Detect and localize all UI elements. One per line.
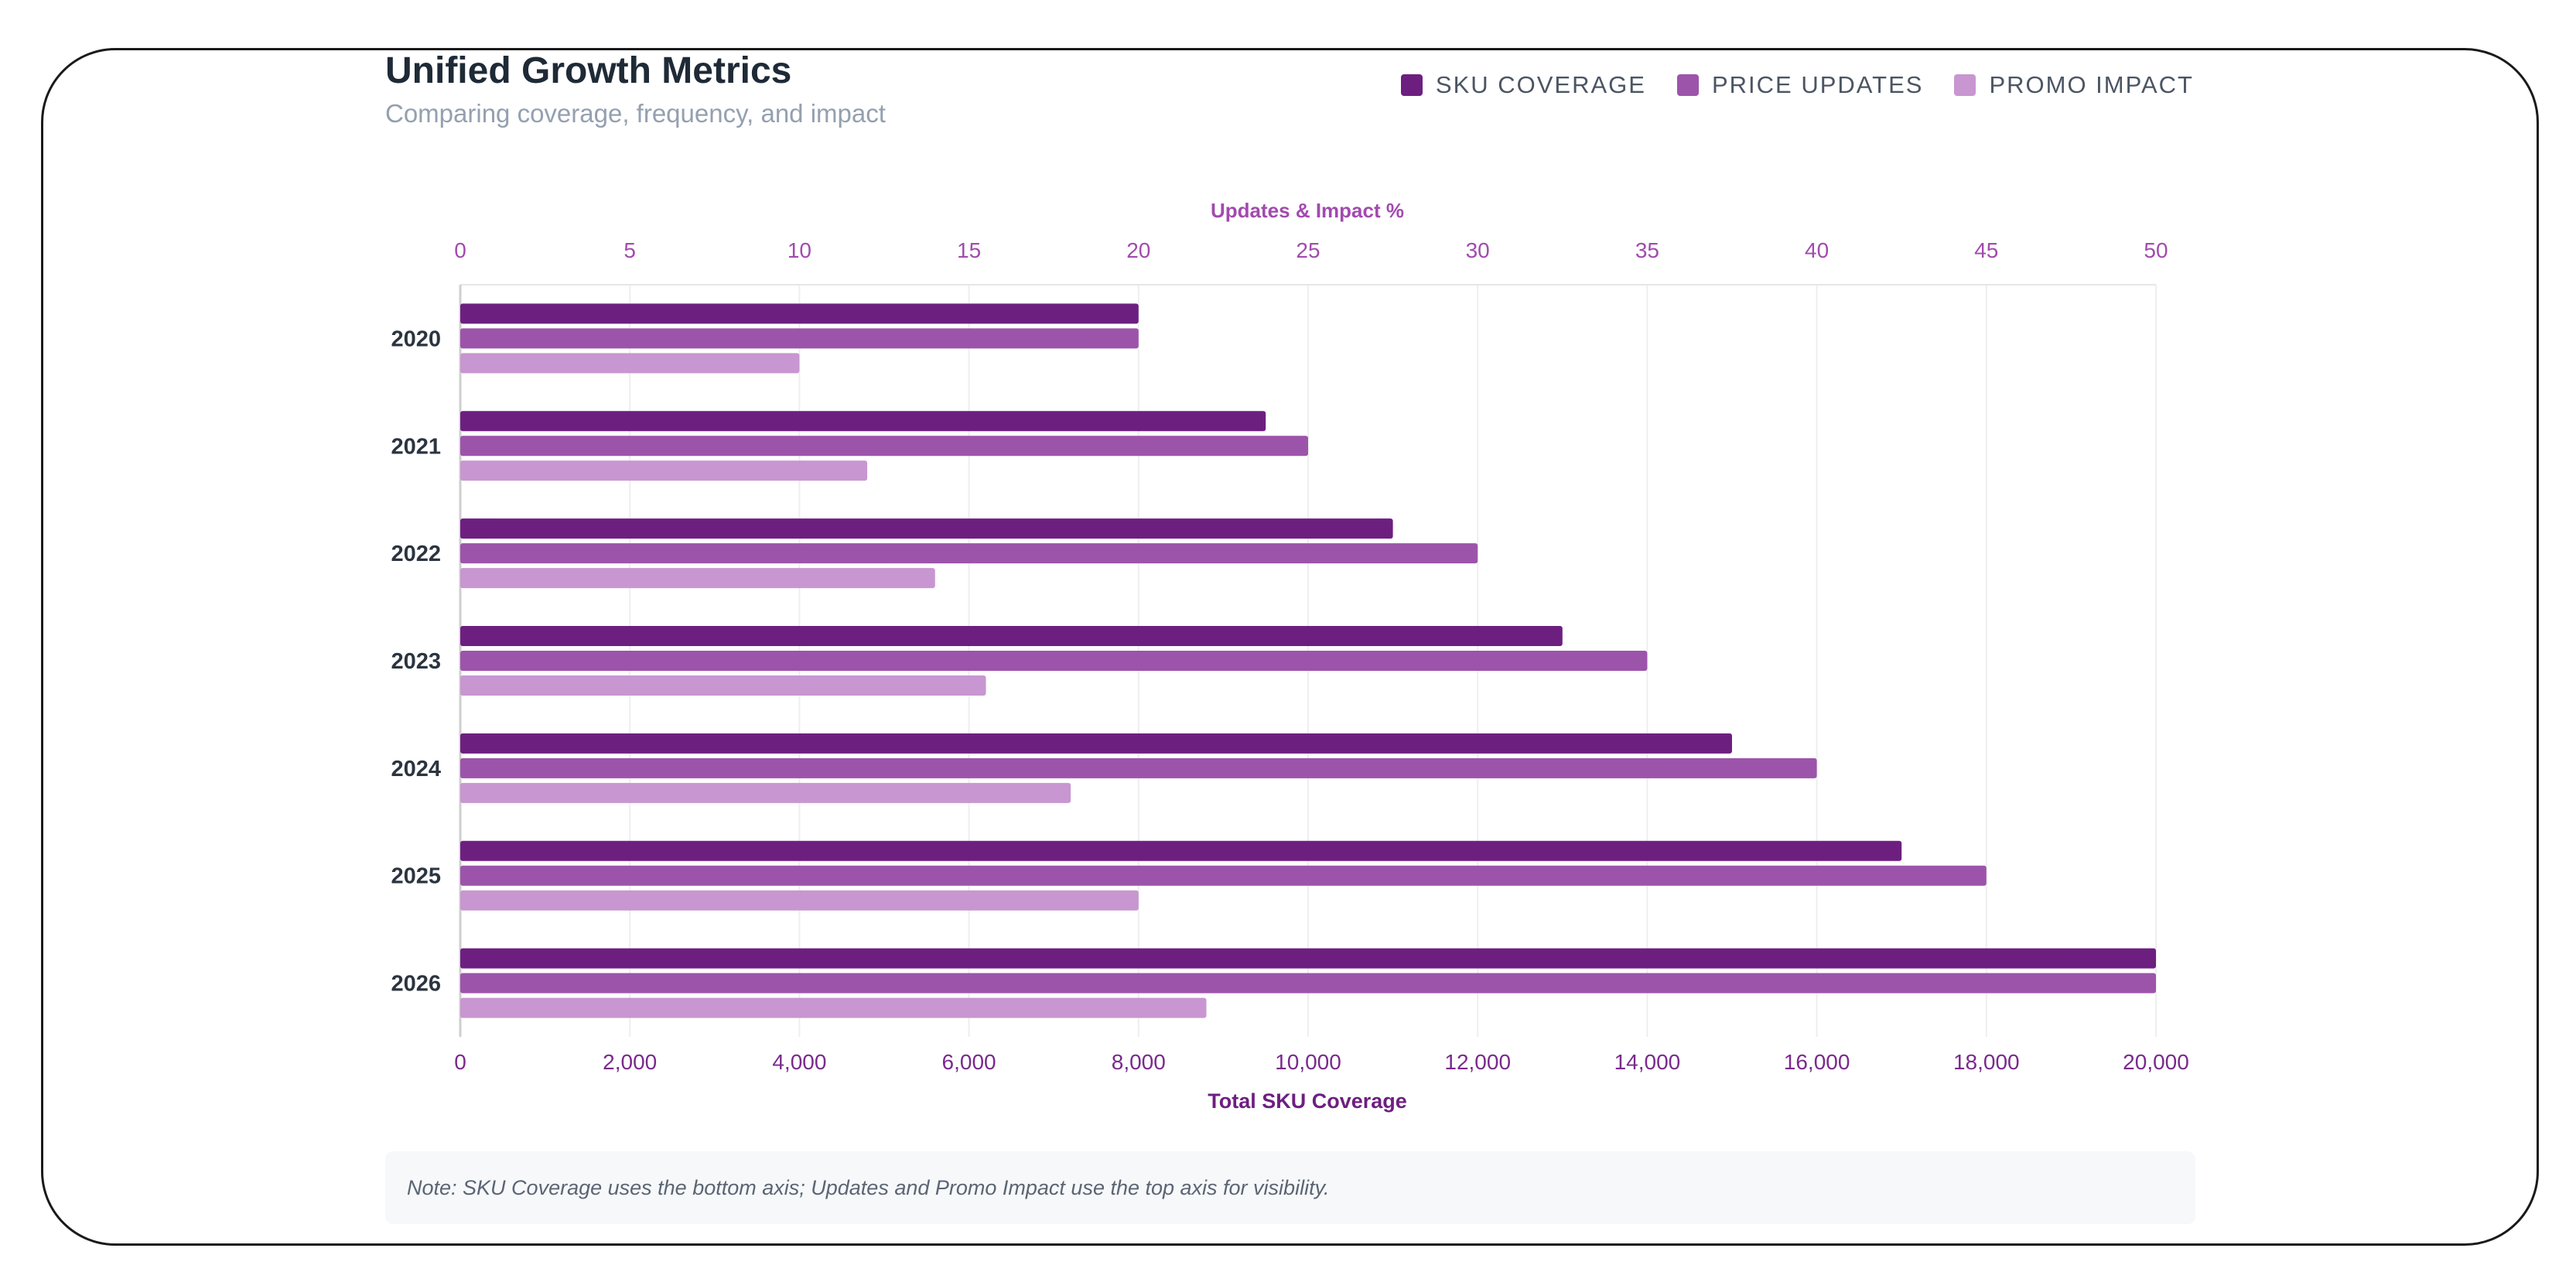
bars — [460, 303, 2156, 1018]
bar-price-updates-2021[interactable] — [460, 436, 1308, 457]
legend-swatch-price-updates — [1676, 74, 1699, 96]
category-label: 2020 — [391, 327, 441, 351]
legend-label-price-updates: PRICE UPDATES — [1711, 71, 1924, 98]
top-axis: Updates & Impact % 0 5 10 15 20 25 30 35 40 45 50 — [454, 199, 2168, 262]
top-axis-tick-label: 20 — [1126, 238, 1150, 262]
note-box: Note: SKU Coverage uses the bottom axis;… — [385, 1151, 2195, 1224]
bottom-axis-tick-label: 2,000 — [603, 1050, 657, 1074]
chart-title: Unified Growth Metrics — [385, 50, 792, 91]
bar-promo-impact-2022[interactable] — [460, 568, 935, 589]
chart-card-frame — [41, 48, 2539, 1246]
category-labels: 2020 2021 2022 2023 2024 2025 2026 — [391, 327, 441, 996]
bottom-axis-tick-label: 0 — [454, 1050, 466, 1074]
top-axis-tick-label: 5 — [624, 238, 636, 262]
top-axis-tick-label: 35 — [1635, 238, 1659, 262]
bottom-axis-tick-label: 12,000 — [1444, 1050, 1511, 1074]
top-axis-tick-label: 30 — [1466, 238, 1490, 262]
note-text: Note: SKU Coverage uses the bottom axis;… — [407, 1175, 1330, 1199]
bar-promo-impact-2024[interactable] — [460, 782, 1071, 803]
category-label: 2026 — [391, 972, 441, 997]
bottom-axis-tick-label: 16,000 — [1784, 1050, 1850, 1074]
category-label: 2023 — [391, 649, 441, 674]
bar-sku-coverage-2023[interactable] — [460, 626, 1563, 646]
bar-sku-coverage-2020[interactable] — [460, 303, 1139, 324]
top-axis-title: Updates & Impact % — [1211, 199, 1404, 222]
top-axis-tick-label: 40 — [1805, 238, 1829, 262]
bottom-axis-tick-label: 14,000 — [1614, 1050, 1681, 1074]
top-axis-tick-label: 25 — [1296, 238, 1320, 262]
top-axis-tick-label: 45 — [1974, 238, 1998, 262]
bar-promo-impact-2020[interactable] — [460, 353, 800, 374]
bar-promo-impact-2026[interactable] — [460, 997, 1207, 1018]
bottom-axis-title: Total SKU Coverage — [1208, 1089, 1407, 1113]
bar-price-updates-2022[interactable] — [460, 543, 1478, 564]
bottom-axis: Total SKU Coverage 0 2,000 4,000 6,000 8,000… — [454, 1050, 2189, 1113]
bar-chart: Updates & Impact % 0 5 10 15 20 25 30 35 40 45 50 … — [391, 199, 2189, 1113]
top-axis-tick-label: 50 — [2144, 238, 2168, 262]
bottom-axis-tick-label: 10,000 — [1275, 1050, 1341, 1074]
bar-price-updates-2020[interactable] — [460, 328, 1139, 349]
bar-price-updates-2025[interactable] — [460, 865, 1987, 886]
bottom-axis-tick-label: 18,000 — [1953, 1050, 2020, 1074]
category-label: 2021 — [391, 434, 441, 459]
bar-sku-coverage-2021[interactable] — [460, 411, 1266, 432]
bottom-axis-tick-label: 8,000 — [1112, 1050, 1166, 1074]
legend-swatch-promo-impact — [1954, 74, 1976, 96]
top-axis-tick-label: 0 — [454, 238, 466, 262]
bottom-axis-tick-label: 20,000 — [2123, 1050, 2189, 1074]
legend-swatch-sku-coverage — [1400, 74, 1423, 96]
category-label: 2024 — [391, 757, 441, 781]
category-label: 2025 — [391, 864, 441, 889]
legend-label-sku-coverage: SKU COVERAGE — [1435, 71, 1646, 98]
bar-sku-coverage-2022[interactable] — [460, 518, 1393, 539]
bar-price-updates-2023[interactable] — [460, 651, 1648, 671]
chart-legend: SKU COVERAGE PRICE UPDATES PROMO IMPACT — [1400, 71, 2194, 99]
top-axis-tick-label: 15 — [957, 238, 981, 262]
legend-item-sku-coverage[interactable]: SKU COVERAGE — [1400, 71, 1646, 99]
legend-item-promo-impact[interactable]: PROMO IMPACT — [1954, 71, 2194, 99]
legend-label-promo-impact: PROMO IMPACT — [1989, 71, 2194, 98]
chart-subtitle: Comparing coverage, frequency, and impac… — [385, 99, 886, 128]
category-label: 2022 — [391, 542, 441, 566]
bottom-axis-tick-label: 6,000 — [942, 1050, 996, 1074]
bar-sku-coverage-2026[interactable] — [460, 948, 2156, 969]
bar-price-updates-2024[interactable] — [460, 757, 1817, 778]
bar-promo-impact-2025[interactable] — [460, 890, 1139, 911]
bar-sku-coverage-2025[interactable] — [460, 840, 1902, 861]
bottom-axis-tick-label: 4,000 — [772, 1050, 826, 1074]
bar-sku-coverage-2024[interactable] — [460, 733, 1732, 754]
bar-price-updates-2026[interactable] — [460, 973, 2156, 993]
legend-item-price-updates[interactable]: PRICE UPDATES — [1676, 71, 1924, 99]
bar-promo-impact-2021[interactable] — [460, 460, 868, 481]
bar-promo-impact-2023[interactable] — [460, 675, 986, 696]
top-axis-tick-label: 10 — [787, 238, 811, 262]
